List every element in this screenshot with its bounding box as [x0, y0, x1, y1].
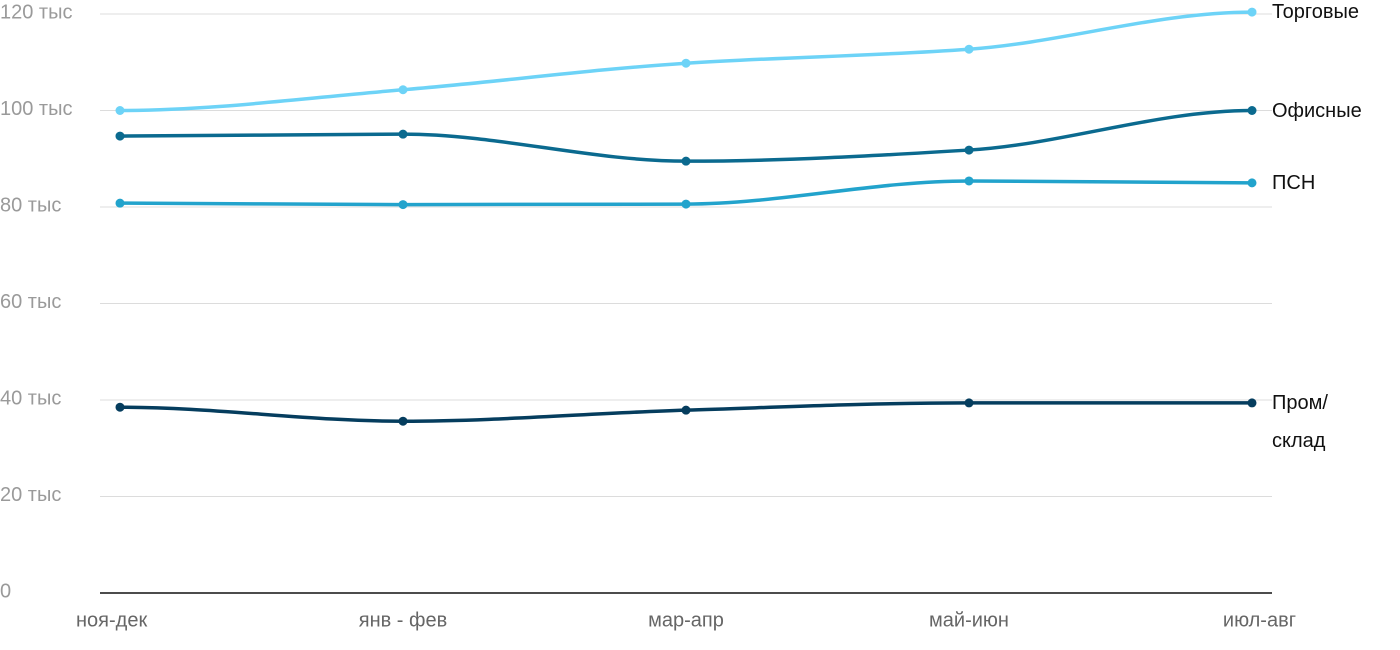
point — [681, 199, 691, 209]
point — [681, 405, 691, 415]
point — [1247, 398, 1257, 408]
point — [398, 85, 408, 95]
point — [964, 44, 974, 54]
point — [115, 198, 125, 208]
point — [398, 200, 408, 210]
y-tick-label: 60 тыс — [0, 291, 61, 313]
point — [964, 398, 974, 408]
point — [115, 402, 125, 412]
point — [115, 131, 125, 141]
y-tick-label: 100 тыс — [0, 98, 72, 120]
y-tick-label: 40 тыс — [0, 387, 61, 409]
point — [681, 156, 691, 166]
series-line — [119, 108, 1253, 163]
x-tick-label: мар-апр — [648, 609, 724, 631]
point — [1247, 7, 1257, 17]
x-tick-label: май-июн — [929, 609, 1009, 631]
series-label: ПСН — [1272, 171, 1316, 194]
point — [398, 416, 408, 426]
y-tick-label: 0 — [0, 580, 11, 602]
x-tick-label: янв - фев — [359, 609, 447, 631]
point — [115, 106, 125, 115]
point — [398, 129, 408, 139]
y-tick-label: 80 тыс — [0, 194, 61, 216]
series-label: Пром/ склад — [1272, 391, 1328, 452]
x-tick-label: июл-авг — [1223, 609, 1296, 631]
point — [964, 145, 974, 155]
y-tick-label: 20 тыс — [0, 484, 61, 506]
y-tick-label: 120 тыс — [0, 1, 72, 23]
point — [964, 176, 974, 186]
series-label: Офисные — [1272, 99, 1362, 122]
point — [681, 58, 691, 68]
point — [1247, 106, 1257, 115]
point — [1247, 178, 1257, 188]
x-tick-label: ноя-дек — [76, 609, 147, 631]
series-label: Торговые — [1272, 1, 1360, 24]
